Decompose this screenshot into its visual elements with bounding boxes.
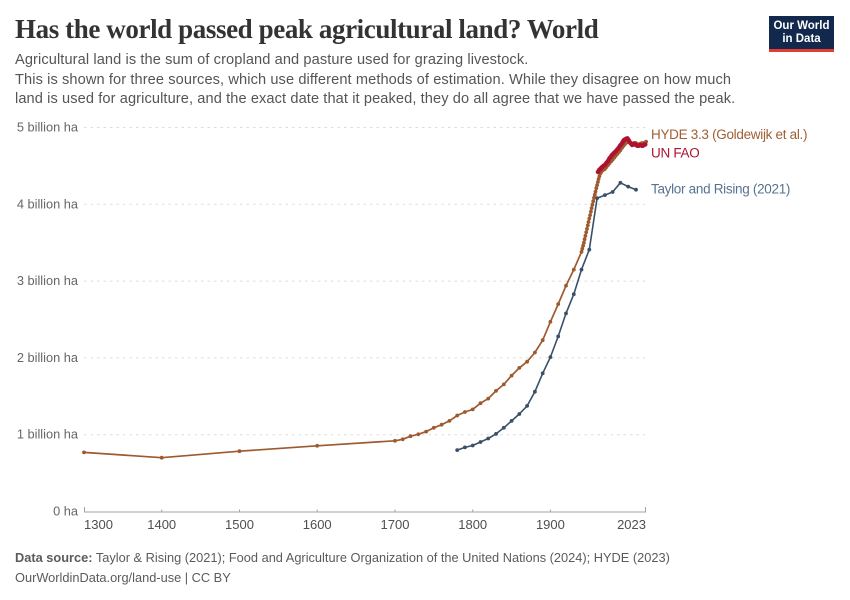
svg-text:2 billion ha: 2 billion ha bbox=[17, 350, 79, 365]
svg-text:Taylor and Rising (2021): Taylor and Rising (2021) bbox=[651, 182, 790, 197]
svg-text:1 billion ha: 1 billion ha bbox=[17, 427, 79, 442]
svg-text:2023: 2023 bbox=[617, 517, 646, 532]
svg-text:5 billion ha: 5 billion ha bbox=[17, 120, 79, 135]
svg-text:3 billion ha: 3 billion ha bbox=[17, 273, 79, 288]
svg-text:1900: 1900 bbox=[536, 517, 565, 532]
svg-text:1400: 1400 bbox=[147, 517, 176, 532]
svg-text:HYDE 3.3 (Goldewijk et al.): HYDE 3.3 (Goldewijk et al.) bbox=[651, 127, 807, 142]
svg-text:4 billion ha: 4 billion ha bbox=[17, 196, 79, 211]
svg-text:1800: 1800 bbox=[458, 517, 487, 532]
svg-text:UN FAO: UN FAO bbox=[651, 146, 699, 161]
svg-text:1300: 1300 bbox=[84, 517, 113, 532]
svg-text:0 ha: 0 ha bbox=[53, 504, 79, 519]
svg-text:1700: 1700 bbox=[381, 517, 410, 532]
svg-text:1500: 1500 bbox=[225, 517, 254, 532]
svg-text:1600: 1600 bbox=[303, 517, 332, 532]
